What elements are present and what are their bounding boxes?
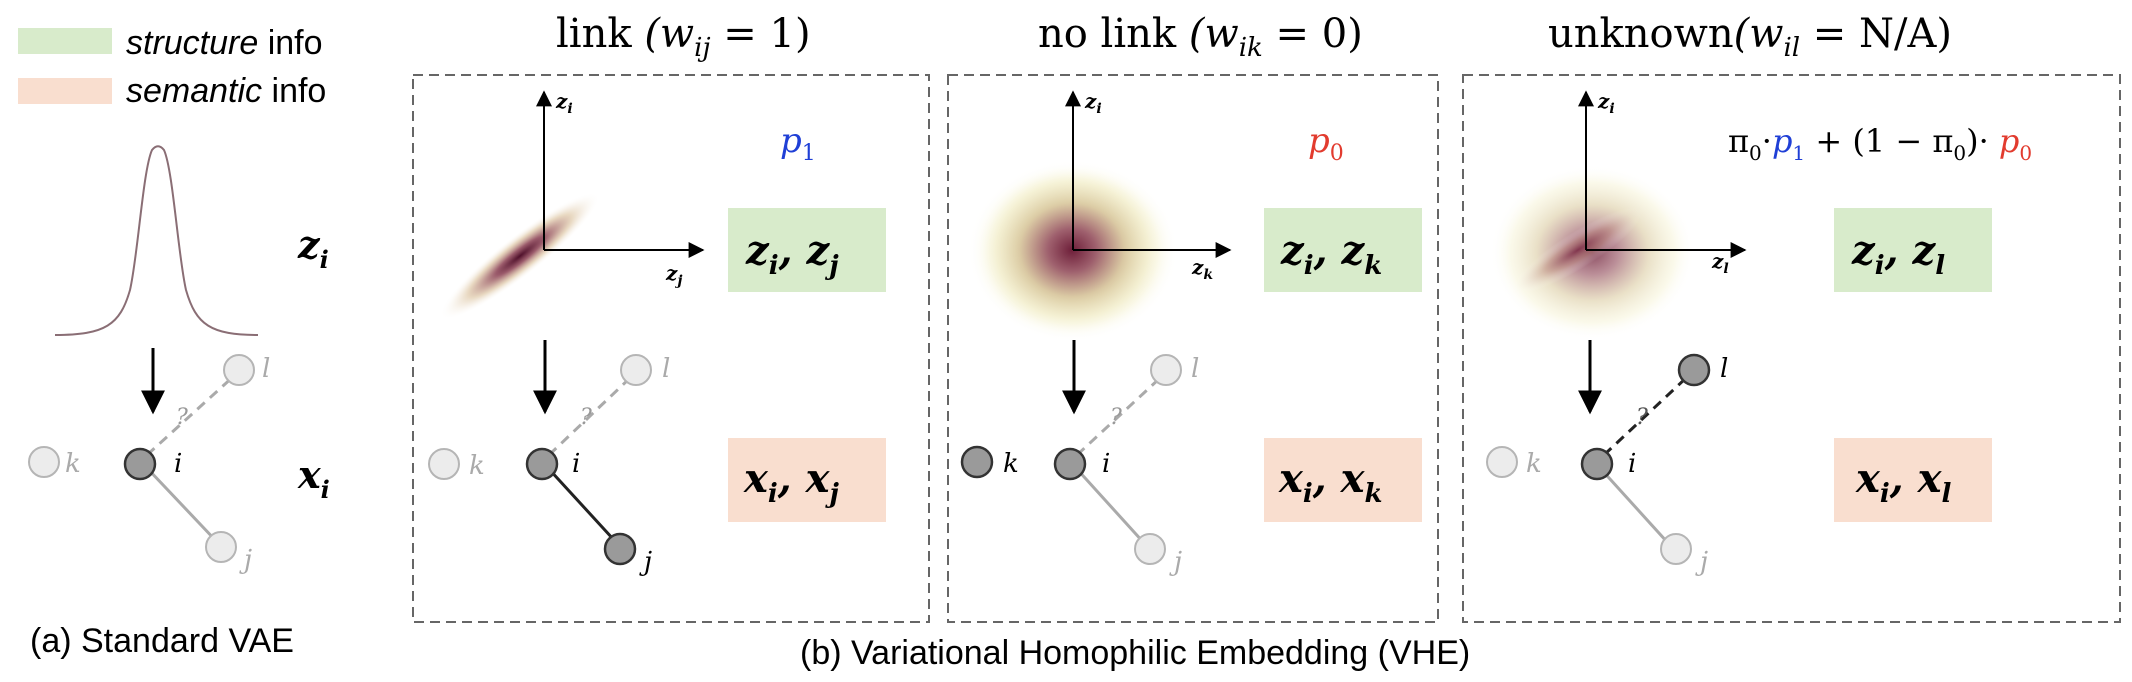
semantic-box-link (728, 438, 886, 522)
axis-y-label-nolink: zi (1084, 89, 1102, 117)
node-k-label-link: k (469, 451, 485, 481)
x-pair-nolink: xi, xk (1278, 455, 1382, 509)
node-k-nolink (960, 445, 994, 479)
node-l-label-unknown: l (1720, 354, 1728, 384)
node-k-label: k (65, 449, 81, 479)
z-pair-link: zi, zj (745, 227, 839, 281)
structure-box-nolink (1264, 208, 1422, 292)
node-l-unknown (1677, 353, 1711, 387)
x-i-label: xi (297, 452, 330, 504)
panel-link: link (wij = 1) zi zj p1 zi, zj ? k i l j… (412, 11, 930, 623)
panel-nolink: no link (wik = 0) zi zk p0 zi, zk ? k i … (947, 11, 1439, 623)
semantic-box-unknown (1834, 438, 1992, 522)
axis-y-label-unknown: zi (1597, 89, 1615, 117)
node-k-unknown (1486, 446, 1518, 478)
node-j-link (603, 532, 637, 566)
question-mark: ? (176, 405, 188, 430)
distribution-unknown-core (1513, 207, 1643, 293)
node-j-label-unknown: j (1695, 547, 1708, 577)
node-j-label-link: j (639, 547, 652, 577)
z-pair-nolink: zi, zk (1280, 227, 1382, 281)
question-unknown: ? (1636, 405, 1648, 430)
structure-box-unknown (1834, 208, 1992, 292)
mixture-prob: π0·p1 + (1 − π0)· p0 (1728, 122, 2032, 165)
edge-i-l-dashed (145, 373, 237, 457)
edge-i-j-link (546, 466, 616, 542)
z-pair-unknown: zi, zl (1851, 227, 1945, 281)
axis-x-label-unknown: zl (1711, 249, 1729, 277)
node-j-nolink (1134, 533, 1166, 565)
x-pair-unknown: xi, xl (1855, 455, 1951, 509)
node-l-link (620, 354, 652, 386)
prob-p0: p0 (1308, 121, 1344, 166)
semantic-box-nolink (1264, 438, 1422, 522)
edge-i-l-dashed-link (547, 376, 632, 457)
edge-i-l-dashed-nolink (1075, 376, 1162, 457)
legend: structure info semantic info (18, 24, 326, 110)
frame-nolink (947, 74, 1439, 623)
distribution-link (440, 192, 600, 320)
axis-x-label-nolink: zk (1191, 255, 1213, 283)
axis-y-label-link: zi (555, 89, 573, 117)
x-pair-link: xi, xj (743, 455, 839, 509)
node-j-label-nolink: j (1169, 547, 1182, 577)
edge-i-j-nolink (1074, 466, 1146, 545)
node-i-label-link: i (572, 449, 580, 479)
edge-i-j-unknown (1598, 466, 1670, 545)
title-link: link (wij = 1) (556, 11, 811, 63)
question-link: ? (580, 405, 592, 430)
node-l-label-link: l (662, 354, 670, 384)
edge-i-l-dashed-unknown (1602, 376, 1688, 457)
node-i-label: i (174, 449, 182, 479)
edge-i-j (145, 466, 220, 545)
z-i-label: zi (297, 222, 329, 274)
axis-x-label-link: zj (665, 261, 682, 289)
node-i-nolink (1053, 447, 1087, 481)
node-i-label-nolink: i (1102, 449, 1110, 479)
panel-unknown: unknown(wil = N/A) zi zl π0·p1 + (1 − π0… (1462, 11, 2121, 623)
node-j-label: j (239, 545, 252, 575)
legend-structure-swatch (18, 28, 112, 54)
node-j-unknown (1660, 533, 1692, 565)
title-nolink: no link (wik = 0) (1038, 11, 1363, 63)
node-i-label-unknown: i (1628, 449, 1636, 479)
title-unknown: unknown(wil = N/A) (1548, 11, 1952, 63)
caption-b: (b) Variational Homophilic Embedding (VH… (800, 634, 1470, 672)
node-l-label: l (262, 354, 270, 384)
gaussian-curve (54, 145, 259, 336)
legend-semantic-label: semantic info (126, 72, 326, 110)
node-k-label-unknown: k (1526, 449, 1542, 479)
node-k-label-nolink: k (1003, 449, 1019, 479)
node-i-unknown (1580, 447, 1614, 481)
frame-unknown (1462, 74, 2121, 623)
node-k-link (428, 448, 460, 480)
node-i (123, 447, 157, 481)
node-i-link (525, 447, 559, 481)
question-nolink: ? (1110, 405, 1122, 430)
node-l-label-nolink: l (1191, 354, 1199, 384)
node-j (205, 531, 237, 563)
node-k (28, 446, 60, 478)
panel-a-standard-vae: zi xi ? k i l j (a) Standard VAE (28, 145, 330, 660)
legend-semantic-swatch (18, 78, 112, 104)
prob-p1: p1 (780, 121, 816, 166)
legend-structure-label: structure info (126, 24, 323, 62)
frame-link (412, 74, 930, 623)
node-l (223, 354, 255, 386)
node-l-nolink (1150, 354, 1182, 386)
caption-a: (a) Standard VAE (30, 622, 294, 660)
structure-box-link (728, 208, 886, 292)
